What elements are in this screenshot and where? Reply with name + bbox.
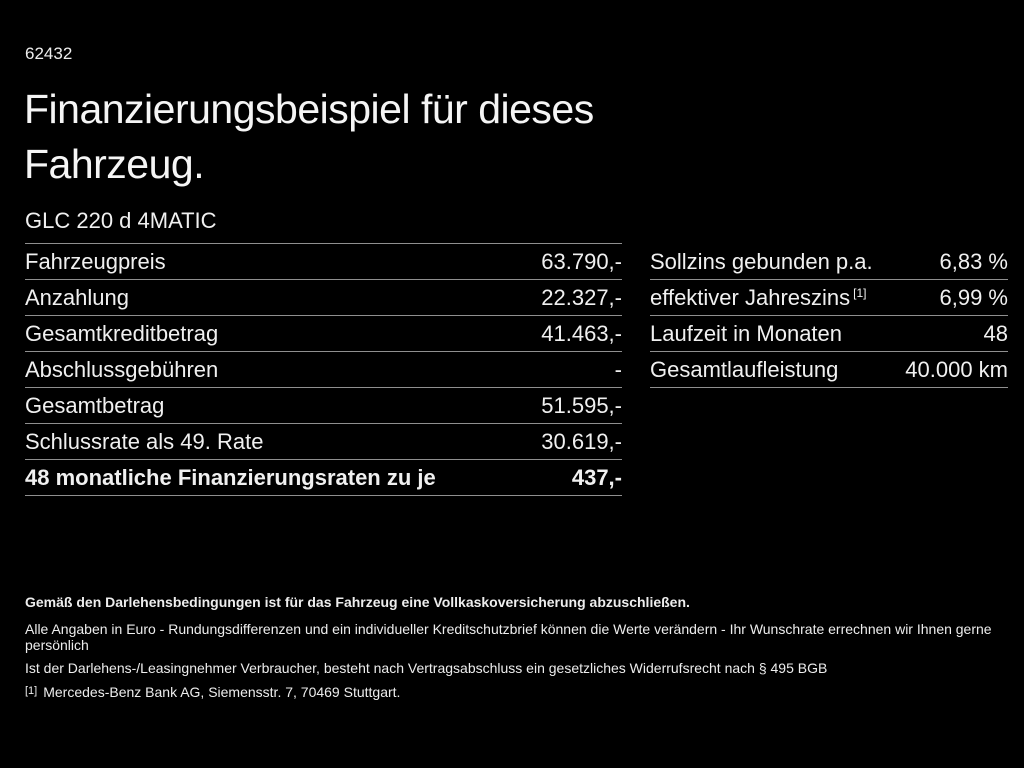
row-value: 48 — [983, 320, 1008, 346]
row-label: Laufzeit in Monaten — [650, 320, 843, 346]
conditions-table: Sollzins gebunden p.a. 6,83 % effektiver… — [650, 244, 1008, 388]
row-label: Schlussrate als 49. Rate — [25, 428, 264, 454]
footnote-marker: [1] — [25, 685, 38, 697]
table-row: Anzahlung 22.327,- — [25, 280, 622, 316]
insurance-note: Gemäß den Darlehensbedingungen ist für d… — [25, 594, 690, 610]
table-row: Gesamtkreditbetrag 41.463,- — [25, 316, 622, 352]
table-row: Gesamtbetrag 51.595,- — [25, 388, 622, 424]
row-label: Abschlussgebühren — [25, 356, 219, 382]
row-value: 40.000 km — [905, 356, 1008, 382]
row-label: Anzahlung — [25, 284, 129, 310]
row-value: 6,83 % — [939, 248, 1009, 274]
row-value: 63.790,- — [541, 248, 622, 274]
row-label: Fahrzeugpreis — [25, 248, 166, 274]
footnote-marker: [1] — [853, 285, 867, 300]
row-value: 6,99 % — [939, 284, 1009, 310]
table-row: Schlussrate als 49. Rate 30.619,- — [25, 424, 622, 460]
row-label: Gesamtbetrag — [25, 392, 165, 418]
page-title: Finanzierungsbeispiel für dieses Fahrzeu… — [24, 86, 594, 187]
row-value: 51.595,- — [541, 392, 622, 418]
row-value: 22.327,- — [541, 284, 622, 310]
row-value: 41.463,- — [541, 320, 622, 346]
bank-footnote: [1] Mercedes-Benz Bank AG, Siemensstr. 7,… — [25, 683, 1000, 700]
table-row: Laufzeit in Monaten 48 — [650, 316, 1008, 352]
row-label: 48 monatliche Finanzierungsraten zu je — [25, 464, 436, 490]
withdrawal-right-line: Ist der Darlehens-/Leasingnehmer Verbrau… — [25, 660, 828, 676]
table-row: Fahrzeugpreis 63.790,- — [25, 244, 622, 280]
table-row: Sollzins gebunden p.a. 6,83 % — [650, 244, 1008, 280]
row-label: effektiver Jahreszins [1] — [650, 284, 867, 310]
row-label: Sollzins gebunden p.a. — [650, 248, 873, 274]
listing-id: 62432 — [25, 44, 73, 63]
table-row: effektiver Jahreszins [1] 6,99 % — [650, 280, 1008, 316]
table-row: Gesamtlaufleistung 40.000 km — [650, 352, 1008, 388]
row-label: Gesamtlaufleistung — [650, 356, 839, 382]
disclaimer-line: Alle Angaben in Euro - Rundungsdifferenz… — [25, 621, 992, 653]
table-row: Abschlussgebühren - — [25, 352, 622, 388]
row-value: 437,- — [571, 464, 622, 490]
footnote-text: Mercedes-Benz Bank AG, Siemensstr. 7, 70… — [43, 684, 401, 700]
legal-footer: Gemäß den Darlehensbedingungen ist für d… — [25, 594, 1000, 700]
row-label: Gesamtkreditbetrag — [25, 320, 219, 346]
table-row-monthly-rate: 48 monatliche Finanzierungsraten zu je 4… — [25, 460, 622, 496]
finance-table: Fahrzeugpreis 63.790,- Anzahlung 22.327,… — [25, 243, 622, 496]
row-value: 30.619,- — [541, 428, 622, 454]
row-value: - — [614, 356, 622, 382]
vehicle-model: GLC 220 d 4MATIC — [25, 208, 217, 233]
